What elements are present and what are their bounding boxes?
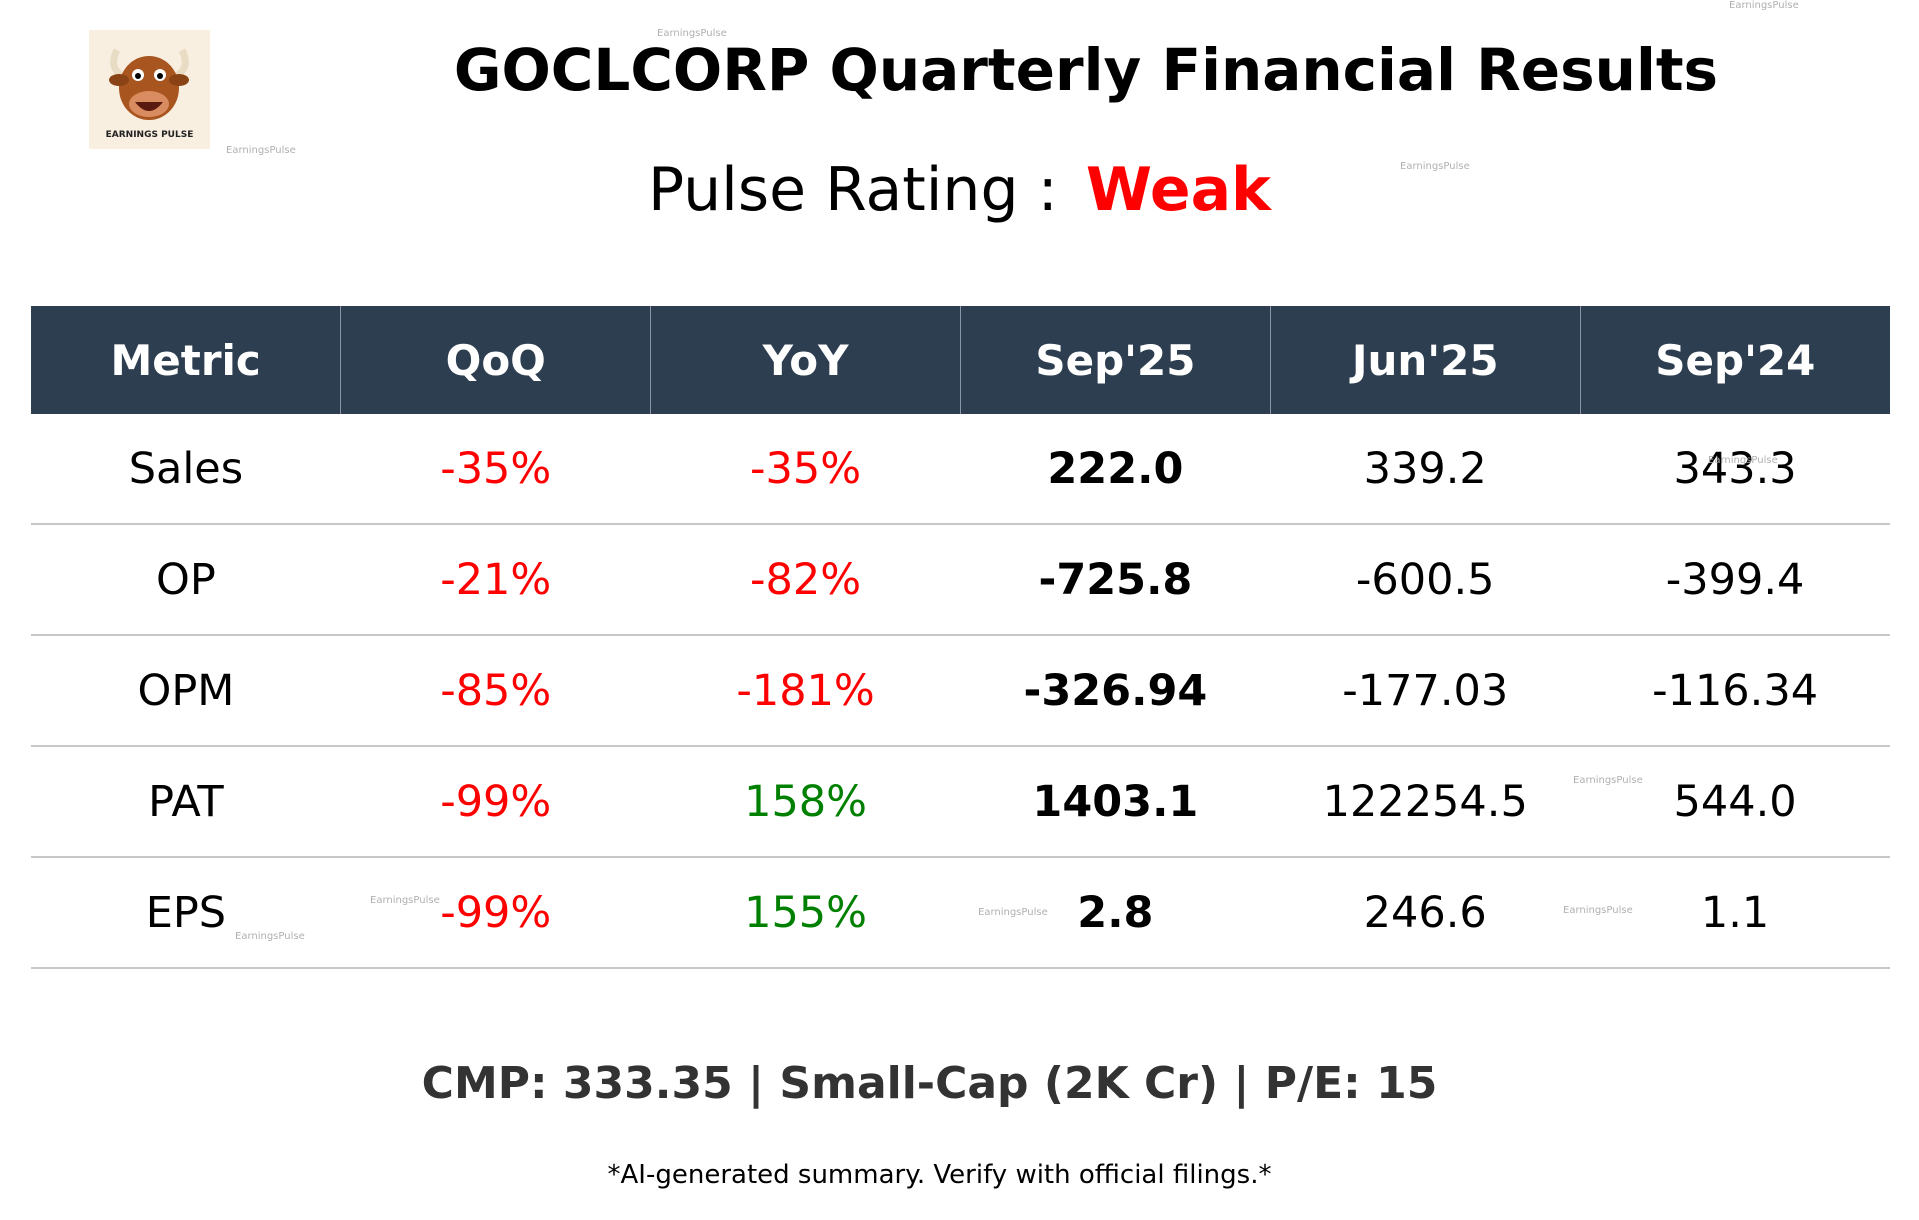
table-row: PAT -99% 158% 1403.1 122254.5 544.0	[31, 746, 1890, 858]
table-cell: 1403.1	[960, 746, 1271, 858]
table-row: OPM -85% -181% -326.94 -177.03 -116.34	[31, 635, 1890, 747]
rating-line: Pulse Rating : Weak	[0, 155, 1919, 225]
logo-icon	[109, 48, 189, 120]
table-cell: OP	[31, 524, 341, 636]
summary: CMP: 333.35 | Small-Cap (2K Cr) | P/E: 1…	[421, 1058, 1438, 1109]
table-cell: 2.8	[960, 857, 1271, 969]
table-cell: -177.03	[1270, 635, 1581, 747]
table-cell: 1.1	[1580, 857, 1890, 969]
column-header: Metric	[31, 306, 341, 414]
table-cell: OPM	[31, 635, 341, 747]
watermark: EarningsPulse	[1563, 905, 1633, 916]
rating-value: Weak	[1085, 155, 1271, 225]
table-cell: -399.4	[1580, 524, 1890, 636]
table-cell: 155%	[650, 857, 961, 969]
table-row: EPS -99% 155% 2.8 246.6 1.1	[31, 857, 1890, 969]
table-cell: 222.0	[960, 414, 1271, 525]
watermark: EarningsPulse	[235, 931, 305, 942]
table-row: OP -21% -82% -725.8 -600.5 -399.4	[31, 524, 1890, 636]
column-header: Sep'24	[1579, 306, 1890, 414]
table-cell: -326.94	[960, 635, 1271, 747]
watermark: EarningsPulse	[1729, 0, 1799, 11]
table-cell: -82%	[650, 524, 961, 636]
table-cell: 122254.5	[1270, 746, 1581, 858]
table-cell: Sales	[31, 414, 341, 525]
table-cell: -35%	[340, 414, 651, 525]
table-cell: -21%	[340, 524, 651, 636]
watermark: EarningsPulse	[657, 28, 727, 39]
results-table: Metric QoQ YoY Sep'25 Jun'25 Sep'24 Sales -35% -…	[31, 306, 1890, 969]
column-header: Sep'25	[959, 306, 1271, 414]
column-header: YoY	[650, 306, 961, 414]
watermark: EarningsPulse	[1573, 775, 1643, 786]
column-header: Jun'25	[1269, 306, 1581, 414]
title: GOCLCORP Quarterly Financial Results	[453, 36, 1719, 104]
watermark: EarningsPulse	[226, 145, 296, 156]
watermark: EarningsPulse	[1400, 161, 1470, 172]
table-cell: -99%	[340, 857, 651, 969]
table-cell: -116.34	[1580, 635, 1890, 747]
table-cell: -35%	[650, 414, 961, 525]
table-cell: -600.5	[1270, 524, 1581, 636]
header-row: Metric QoQ YoY Sep'25 Jun'25 Sep'24	[31, 306, 1890, 414]
table-cell: 544.0	[1580, 746, 1890, 858]
table-cell: -85%	[340, 635, 651, 747]
table-cell: 246.6	[1270, 857, 1581, 969]
rating-label: Pulse Rating :	[648, 155, 1058, 225]
logo-text: EARNINGS PULSE	[105, 130, 194, 140]
watermark: EarningsPulse	[978, 907, 1048, 918]
table-cell: PAT	[31, 746, 341, 858]
table-row: Sales -35% -35% 222.0 339.2 343.3	[31, 414, 1890, 525]
column-header: QoQ	[340, 306, 651, 414]
table-cell: EPS	[31, 857, 341, 969]
disclaimer: *AI-generated summary. Verify with offic…	[607, 1160, 1272, 1190]
logo	[89, 30, 210, 149]
watermark: EarningsPulse	[1708, 455, 1778, 466]
watermark: EarningsPulse	[370, 895, 440, 906]
table-cell: -725.8	[960, 524, 1271, 636]
table-cell: -181%	[650, 635, 961, 747]
table-cell: 339.2	[1270, 414, 1581, 525]
table-cell: -99%	[340, 746, 651, 858]
table-cell: 343.3	[1580, 414, 1890, 525]
table-cell: 158%	[650, 746, 961, 858]
